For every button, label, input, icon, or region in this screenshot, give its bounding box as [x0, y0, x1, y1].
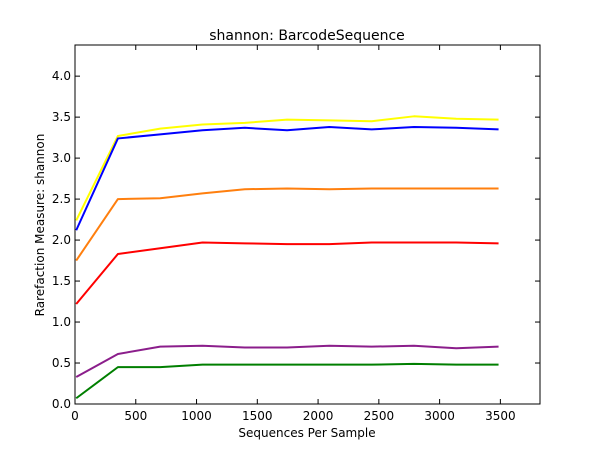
- series-layer: [75, 115, 499, 400]
- series-line-5: [75, 344, 499, 378]
- y-tick-label: 0.0: [52, 397, 71, 411]
- y-tick-label: 2.5: [52, 192, 71, 206]
- plot-frame: [74, 44, 541, 405]
- series-line-2: [75, 125, 499, 231]
- series-line-6: [75, 362, 499, 400]
- x-tick-label: 3500: [485, 409, 516, 423]
- y-tick-label: 1.5: [52, 274, 71, 288]
- x-axis-title: Sequences Per Sample: [238, 426, 375, 440]
- y-tick-label: 4.0: [52, 69, 71, 83]
- x-tick-label: 2500: [364, 409, 395, 423]
- y-tick-label: 0.5: [52, 356, 71, 370]
- ticks-layer: 0 500 1000 1500 2000 2500 3000 3500 0.0 0.5 1.0 1.5…: [52, 45, 540, 423]
- y-tick-label: 2.0: [52, 233, 71, 247]
- y-tick-label: 3.5: [52, 110, 71, 124]
- series-line-1: [75, 115, 499, 221]
- series-line-4: [75, 241, 499, 305]
- y-tick-label: 3.0: [52, 151, 71, 165]
- x-tick-label: 3000: [424, 409, 455, 423]
- x-tick-label: 1500: [242, 409, 273, 423]
- x-tick-label: 1000: [181, 409, 212, 423]
- x-tick-label: 2000: [303, 409, 334, 423]
- series-line-3: [75, 187, 499, 262]
- x-tick-label: 500: [124, 409, 147, 423]
- y-tick-label: 1.0: [52, 315, 71, 329]
- chart-title: shannon: BarcodeSequence: [209, 28, 405, 44]
- x-tick-label: 0: [71, 409, 79, 423]
- y-axis-title: Rarefaction Measure: shannon: [33, 134, 47, 317]
